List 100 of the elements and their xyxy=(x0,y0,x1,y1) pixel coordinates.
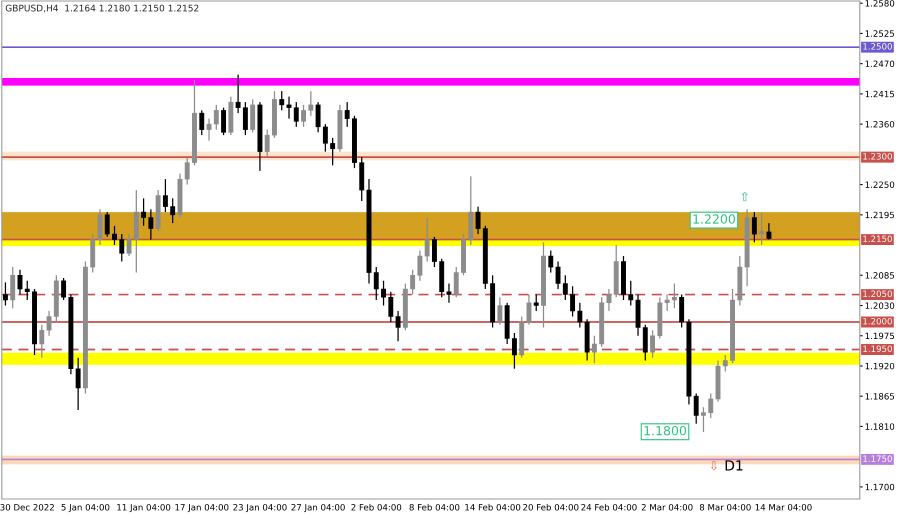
candlestick xyxy=(39,324,44,358)
candlestick xyxy=(701,406,706,433)
chart-title: GBPUSD,H4 1.2164 1.2180 1.2150 1.2152 xyxy=(6,4,198,12)
candlestick xyxy=(759,211,764,246)
candlestick xyxy=(664,294,670,312)
candlestick xyxy=(24,280,30,301)
y-tick-label: 1.2250 xyxy=(866,181,894,188)
candlestick xyxy=(381,280,386,306)
ref-line-label: 1.2300 xyxy=(863,153,892,160)
candlestick xyxy=(236,74,241,114)
ref-line-label: 1.1950 xyxy=(863,345,892,352)
candlestick xyxy=(512,332,517,370)
x-tick-label: 5 Jan 04:00 xyxy=(62,504,110,512)
candlestick xyxy=(562,274,568,301)
annotation: 1.2200 xyxy=(693,214,735,224)
candlestick xyxy=(199,110,204,136)
candlestick xyxy=(446,282,452,304)
candlestick xyxy=(534,294,539,312)
candlestick xyxy=(708,392,714,419)
candlestick xyxy=(410,269,416,296)
y-tick-label: 1.2030 xyxy=(866,302,894,309)
candlestick xyxy=(184,156,190,186)
candlestick xyxy=(322,124,328,152)
candlestick xyxy=(570,286,576,318)
candlestick xyxy=(294,102,299,128)
candlestick xyxy=(374,266,379,301)
y-tick-label: 1.1920 xyxy=(866,362,894,370)
x-tick-label: 8 Mar 04:00 xyxy=(700,504,751,511)
candlestick xyxy=(344,102,350,128)
candlestick xyxy=(766,222,772,240)
annotation: ⇧ xyxy=(742,192,748,202)
y-tick-label: 1.2470 xyxy=(866,60,894,68)
candlestick xyxy=(2,282,8,306)
y-tick-label: 1.2525 xyxy=(866,30,894,37)
candlestick xyxy=(148,208,154,240)
candlestick xyxy=(18,269,22,296)
candlestick xyxy=(432,236,437,268)
candlestick xyxy=(497,296,502,326)
candlestick xyxy=(242,102,248,136)
candlestick xyxy=(316,102,321,133)
candlestick xyxy=(46,310,52,336)
x-tick-label: 24 Feb 04:00 xyxy=(581,504,637,511)
candlestick xyxy=(424,216,430,262)
y-tick-label: 1.2085 xyxy=(866,272,894,279)
y-tick-label: 1.1810 xyxy=(866,423,894,430)
ref-line-label: 1.2500 xyxy=(863,43,892,50)
y-tick-label: 1.2580 xyxy=(866,0,894,7)
candlestick xyxy=(112,225,117,246)
y-tick-label: 1.2360 xyxy=(866,121,894,128)
candlestick xyxy=(286,96,292,120)
annotation: D1 xyxy=(726,460,742,470)
candlestick xyxy=(606,288,612,312)
ref-line-label: 1.2150 xyxy=(863,236,892,242)
ref-line-label: 1.2050 xyxy=(863,290,892,298)
x-tick-label: 17 Jan 04:00 xyxy=(175,504,228,512)
candlestick xyxy=(330,137,336,166)
candlestick xyxy=(162,178,168,213)
y-tick-label: 1.1865 xyxy=(866,393,894,400)
x-tick-label: 11 Jan 04:00 xyxy=(117,504,170,512)
candlestick xyxy=(308,90,314,117)
y-tick-label: 1.2195 xyxy=(866,212,894,218)
candlestick xyxy=(722,354,728,372)
annotation: ⇩ xyxy=(710,460,718,470)
y-tick-label: 1.1700 xyxy=(866,484,894,490)
y-tick-label: 1.1975 xyxy=(866,332,894,340)
candlestick xyxy=(752,211,757,243)
x-tick-label: 14 Feb 04:00 xyxy=(465,504,520,511)
candlestick xyxy=(104,211,110,238)
x-tick-label: 14 Mar 04:00 xyxy=(756,504,812,511)
ref-line-label: 1.2000 xyxy=(863,318,892,325)
x-tick-label: 27 Jan 04:00 xyxy=(291,504,345,512)
candlestick xyxy=(526,294,532,326)
candlestick xyxy=(301,104,306,128)
candlestick xyxy=(214,104,219,130)
candlestick xyxy=(141,198,146,226)
candlestick xyxy=(694,392,699,424)
candlestick xyxy=(556,260,561,290)
candlestick xyxy=(170,198,176,224)
candlestick xyxy=(417,250,422,282)
x-tick-label: 2 Feb 04:00 xyxy=(351,504,402,511)
candlestick xyxy=(650,330,656,358)
candlestick xyxy=(264,129,270,158)
candlestick xyxy=(592,335,597,364)
candlestick xyxy=(61,277,66,301)
candlestick xyxy=(206,118,212,142)
candlestick xyxy=(388,291,394,323)
annotation: 1.1800 xyxy=(644,426,686,436)
candlestick xyxy=(119,233,124,262)
x-tick-label: 8 Feb 04:00 xyxy=(410,504,460,511)
candlestick xyxy=(126,233,132,257)
candlestick xyxy=(628,280,634,306)
candlestick xyxy=(221,107,226,136)
candlestick xyxy=(279,90,284,112)
candlestick xyxy=(454,266,459,298)
candlestick xyxy=(396,310,401,342)
x-tick-label: 20 Feb 04:00 xyxy=(523,504,578,511)
x-tick-label: 30 Dec 2022 xyxy=(0,504,54,511)
y-tick-label: 1.2415 xyxy=(866,90,894,98)
candlestick xyxy=(577,302,582,328)
candlestick xyxy=(76,357,81,411)
